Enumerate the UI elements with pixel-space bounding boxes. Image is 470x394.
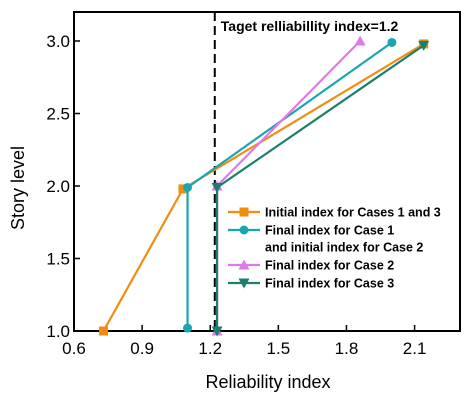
target-label: Taget relliabillity index=1.2 bbox=[221, 18, 399, 34]
x-tick-label: 1.2 bbox=[198, 339, 222, 358]
x-axis-title: Reliability index bbox=[205, 372, 330, 392]
series-2 bbox=[183, 37, 397, 333]
x-tick-label: 1.8 bbox=[335, 339, 359, 358]
triangle-up-marker bbox=[238, 259, 250, 270]
legend-item-2: Final index for Case 1 and initial index … bbox=[228, 224, 423, 255]
series-4 bbox=[211, 40, 430, 337]
plot-frame bbox=[73, 11, 461, 332]
triangle-down-marker bbox=[418, 40, 430, 51]
triangle-down-marker bbox=[211, 182, 223, 193]
square-marker bbox=[99, 326, 109, 336]
series-layer bbox=[99, 35, 430, 337]
axis-ticks: 0.6 0.9 1.2 1.5 1.8 2.1 1.0 1.5 2.0 2.5 3.0 bbox=[46, 32, 426, 358]
legend-label: Final index for Case 1 bbox=[265, 224, 394, 238]
legend-label: Final index for Case 3 bbox=[265, 277, 394, 291]
y-tick-label: 1.0 bbox=[46, 322, 70, 341]
square-marker bbox=[239, 207, 249, 217]
legend-label: Final index for Case 2 bbox=[265, 259, 394, 273]
legend-item-1: Initial index for Cases 1 and 3 bbox=[228, 206, 441, 220]
legend-label: and initial index for Case 2 bbox=[265, 241, 423, 255]
circle-marker bbox=[239, 225, 249, 235]
x-tick-label: 0.9 bbox=[130, 339, 154, 358]
series-3 bbox=[211, 35, 366, 336]
triangle-down-marker bbox=[238, 278, 250, 289]
y-tick-label: 3.0 bbox=[46, 32, 70, 51]
triangle-up-marker bbox=[354, 35, 366, 46]
legend-label: Initial index for Cases 1 and 3 bbox=[265, 206, 441, 220]
legend-item-4: Final index for Case 3 bbox=[228, 277, 394, 291]
x-tick-label: 1.5 bbox=[267, 339, 291, 358]
triangle-down-marker bbox=[211, 326, 223, 337]
y-tick-label: 2.5 bbox=[46, 105, 70, 124]
legend: Initial index for Cases 1 and 3 Final ind… bbox=[228, 206, 441, 291]
series-1 bbox=[99, 39, 429, 336]
target-annotation: Taget relliabillity index=1.2 bbox=[213, 12, 399, 331]
circle-marker bbox=[183, 182, 193, 192]
legend-item-3: Final index for Case 2 bbox=[228, 259, 394, 273]
circle-marker bbox=[183, 323, 193, 333]
plot-area-frame bbox=[73, 11, 461, 332]
y-tick-label: 1.5 bbox=[46, 250, 70, 269]
square-marker bbox=[178, 184, 188, 194]
y-axis-title: Story level bbox=[8, 146, 28, 230]
y-tick-label: 2.0 bbox=[46, 177, 70, 196]
circle-marker bbox=[387, 37, 397, 47]
x-tick-label: 2.1 bbox=[403, 339, 427, 358]
x-tick-label: 0.6 bbox=[62, 339, 86, 358]
